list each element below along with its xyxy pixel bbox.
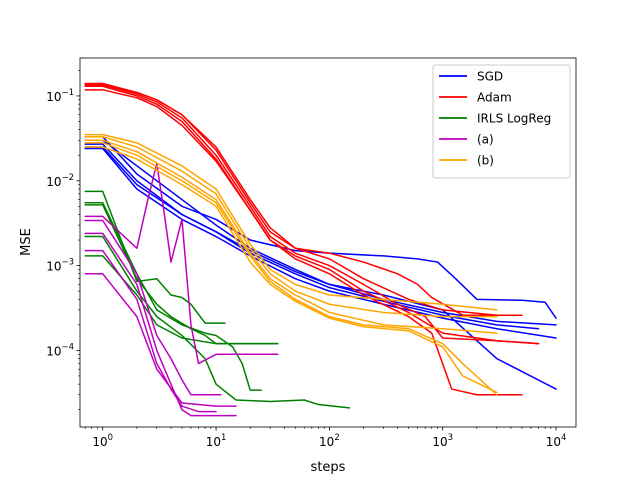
plot-frame [79,57,577,428]
series-line-b-21 [84,133,498,311]
series-line-sgd-5 [84,146,557,390]
y-axis-label: MSE [19,228,34,256]
series-line-a-18 [84,232,237,417]
series-line-irls-logreg-11 [84,190,226,324]
series-line-irls-logreg-15 [84,255,279,345]
series-line-a-17 [84,219,222,396]
series-line-sgd-2 [84,139,557,326]
series-line-irls-logreg-14 [84,235,351,409]
series-line-b-22 [84,136,498,318]
series-line-a-20 [84,273,237,407]
legend-label: SGD [477,70,503,84]
series-line-b-23 [84,139,498,334]
x-axis-label: steps [311,460,346,475]
series-line-adam-8 [84,85,523,396]
series-line-sgd-4 [84,147,557,339]
legend-label: (b) [477,154,494,168]
series-line-irls-logreg-13 [84,202,262,391]
legend-label: IRLS LogReg [477,112,551,126]
series-line-b-24 [84,142,498,396]
legend-box [432,64,571,179]
series-line-a-19 [84,249,217,413]
series-line-adam-10 [84,89,540,345]
series-layer [84,82,557,417]
legend-label: Adam [477,91,512,105]
series-line-sgd-1 [84,136,557,319]
series-line-a-16 [84,162,279,365]
legend: SGD Adam IRLS LogReg (a) (b) [432,64,571,179]
series-line-b-25 [84,146,498,394]
legend-label: (a) [477,133,494,147]
series-line-adam-9 [84,82,523,316]
